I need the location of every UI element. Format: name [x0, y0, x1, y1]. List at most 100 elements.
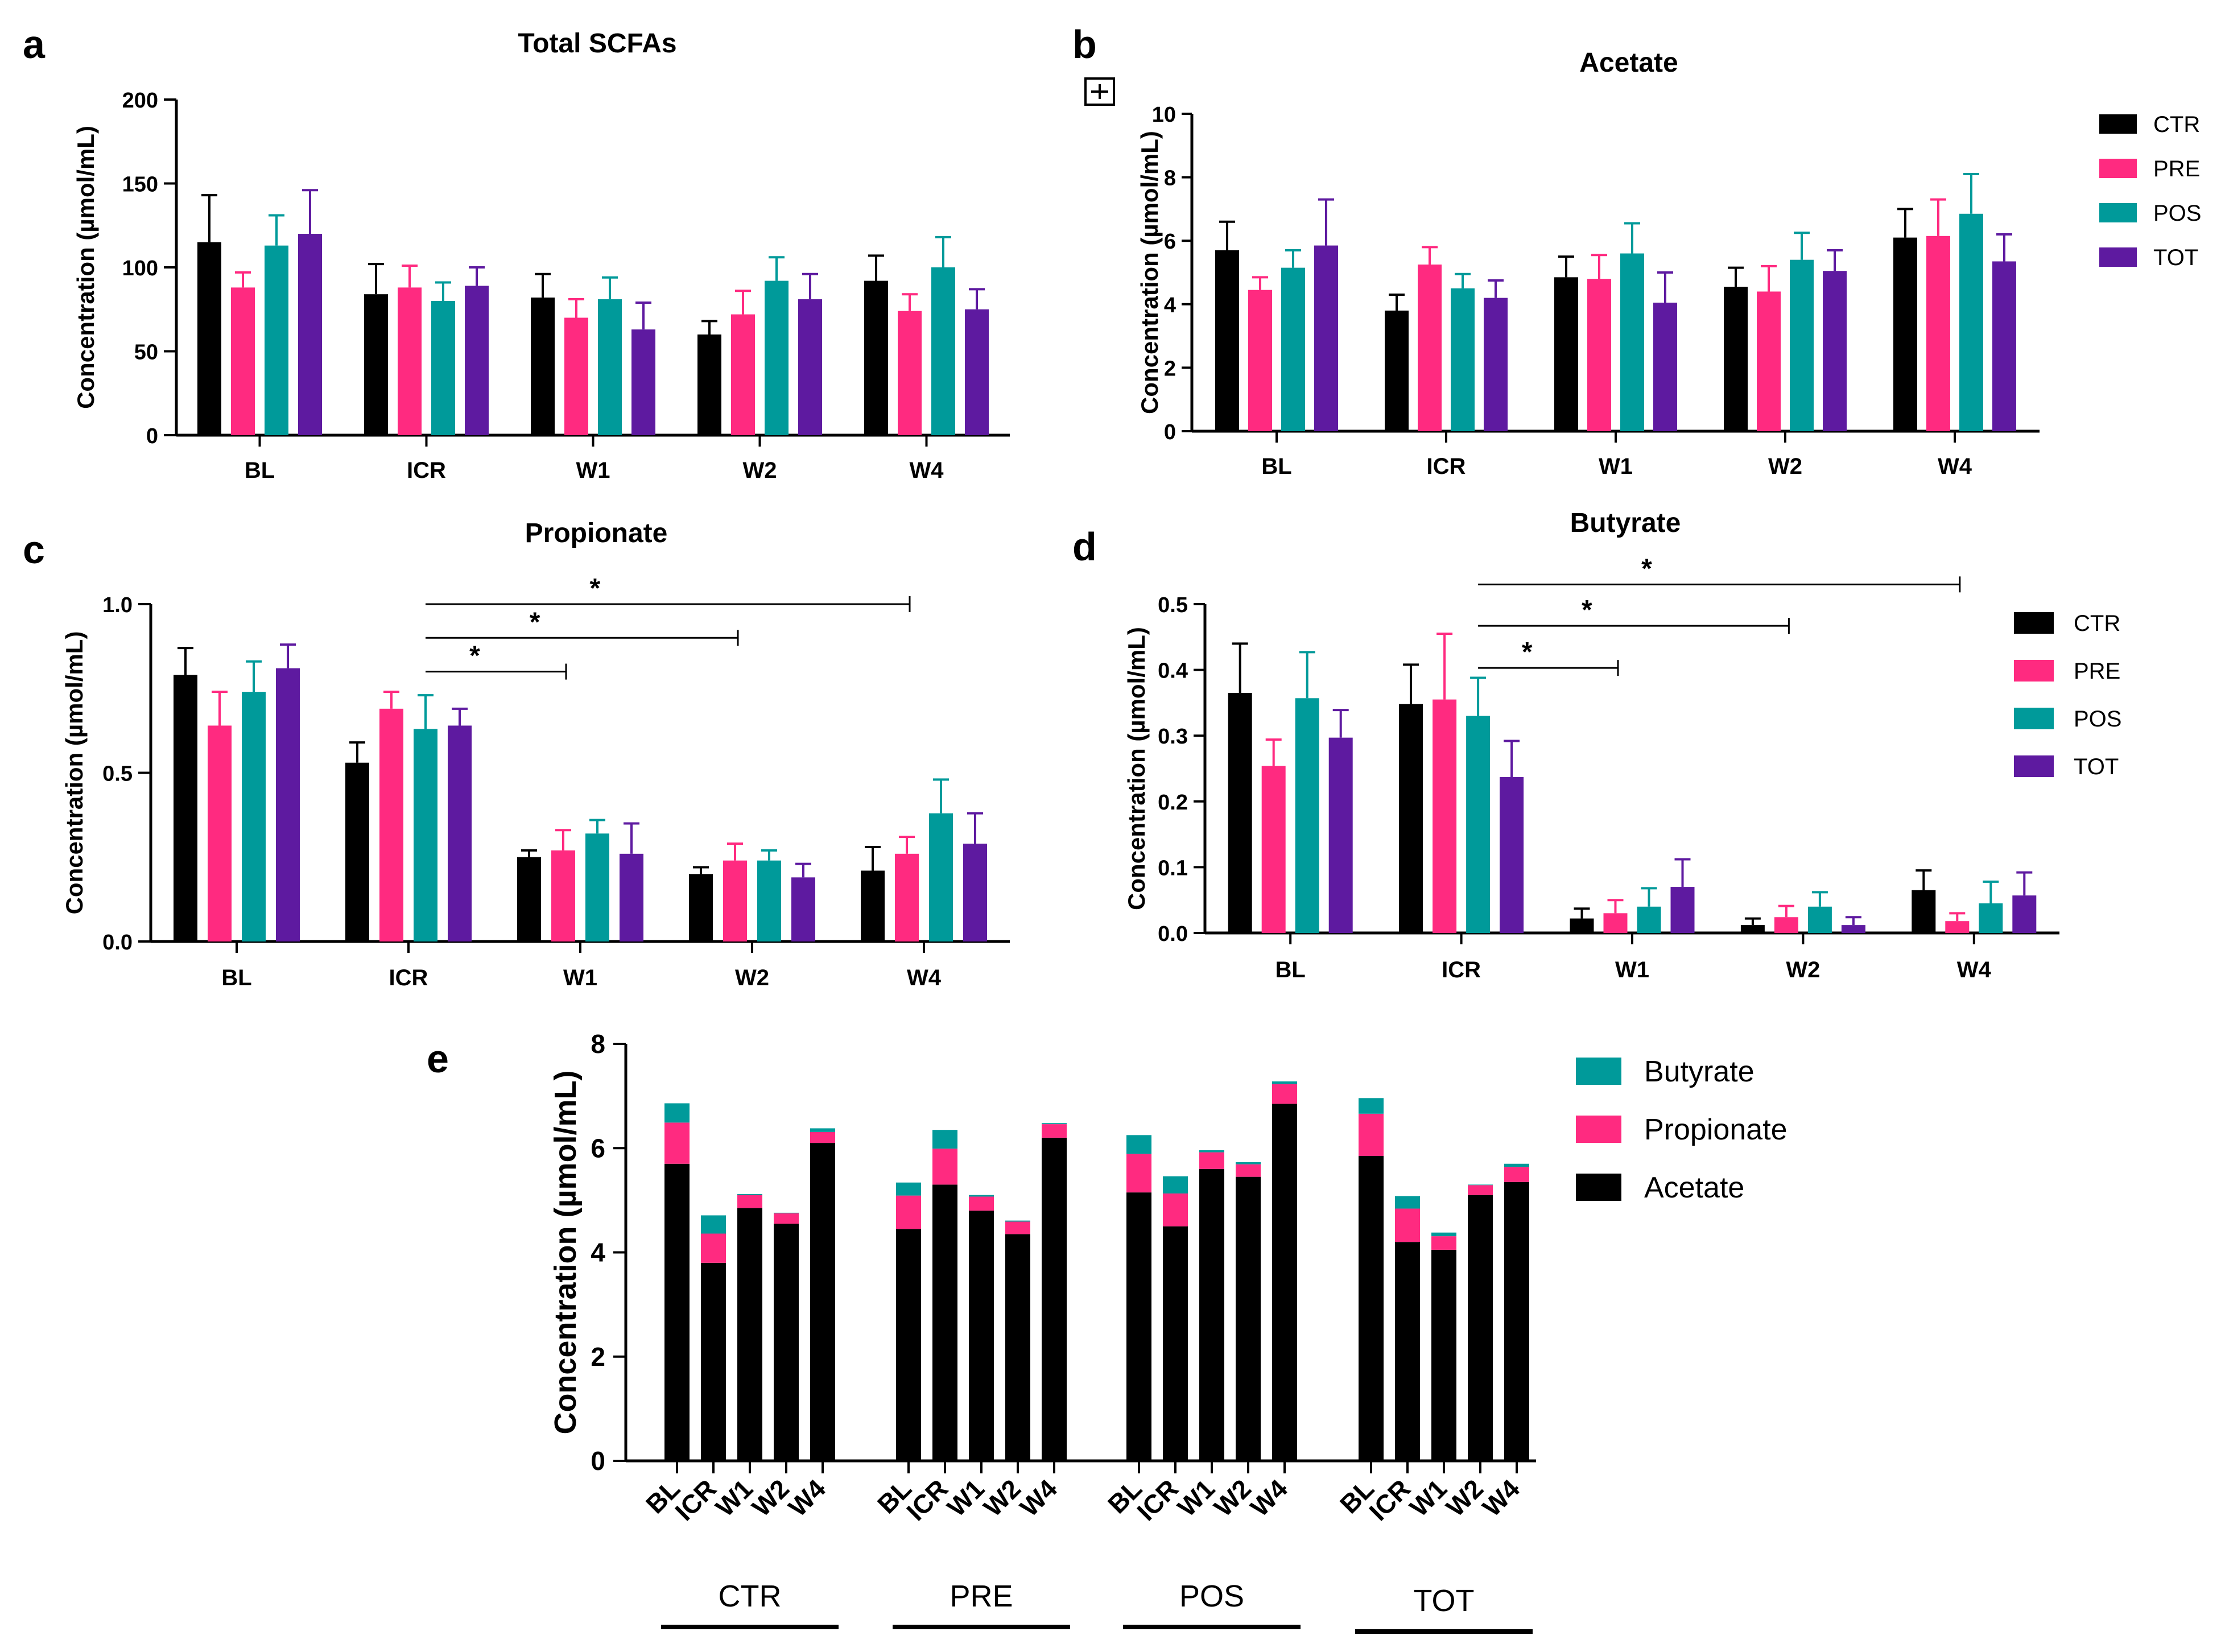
bar-ctr-w2 — [697, 334, 721, 435]
bar-ctr-icr — [345, 762, 369, 941]
stack-butyrate-ctr-w4 — [810, 1128, 835, 1132]
bar-ctr-bl — [1215, 250, 1239, 431]
x-tick-label: W1 — [1599, 454, 1633, 479]
bar-pos-icr — [1466, 716, 1491, 933]
stack-acetate-tot-w1 — [1431, 1249, 1456, 1461]
legend-swatch-pre — [2014, 660, 2054, 682]
bar-pos-w4 — [1979, 903, 2003, 933]
stack-butyrate-tot-w1 — [1431, 1232, 1456, 1237]
significance-star: * — [469, 641, 480, 671]
bar-tot-w1 — [1653, 303, 1677, 431]
bar-pos-bl — [1295, 698, 1319, 933]
stack-butyrate-pos-w2 — [1236, 1162, 1261, 1164]
stack-butyrate-pre-w2 — [1005, 1220, 1030, 1222]
legend-swatch-ctr — [2014, 612, 2054, 634]
bar-pos-w4 — [931, 267, 955, 435]
bar-tot-bl — [276, 668, 300, 941]
stack-propionate-tot-w2 — [1468, 1185, 1493, 1195]
y-tick-label: 8 — [1164, 167, 1176, 191]
x-tick-label: W4 — [1938, 454, 1972, 479]
stack-acetate-ctr-bl — [664, 1163, 690, 1461]
bar-ctr-w1 — [1554, 277, 1578, 431]
x-tick-label: W4 — [1477, 1473, 1526, 1522]
y-tick-label: 1.0 — [102, 593, 133, 617]
stack-propionate-pre-w4 — [1042, 1124, 1067, 1138]
stack-butyrate-tot-w4 — [1504, 1163, 1529, 1167]
y-tick-label: 10 — [1152, 103, 1176, 127]
stack-acetate-tot-w2 — [1468, 1195, 1493, 1461]
x-tick-label: ICR — [1442, 957, 1481, 982]
bar-tot-bl — [298, 234, 322, 435]
bar-pre-w4 — [898, 311, 922, 435]
bar-ctr-w1 — [517, 857, 541, 941]
stack-propionate-pre-w2 — [1005, 1221, 1030, 1234]
group-label-pre: PRE — [950, 1579, 1013, 1613]
y-tick-label: 0.2 — [1158, 791, 1188, 815]
legend-swatch-ctr — [2099, 114, 2137, 134]
x-tick-label: BL — [221, 965, 251, 990]
bar-tot-w4 — [1992, 261, 2016, 431]
bar-ctr-w4 — [861, 870, 885, 941]
bar-ctr-bl — [174, 675, 197, 941]
bar-pre-w1 — [564, 317, 588, 435]
bar-pos-w2 — [1790, 259, 1814, 431]
stack-propionate-pre-w1 — [969, 1196, 994, 1211]
x-tick-label: ICR — [389, 965, 428, 990]
stack-acetate-pre-icr — [932, 1184, 957, 1461]
stack-propionate-pre-bl — [896, 1195, 921, 1229]
x-tick-label: W2 — [1768, 454, 1802, 479]
y-tick-label: 0.3 — [1158, 725, 1188, 749]
panel-letter-c: c — [23, 527, 45, 572]
stack-butyrate-pre-icr — [932, 1130, 957, 1149]
stack-acetate-pos-w1 — [1199, 1168, 1224, 1461]
x-tick-label: W1 — [563, 965, 597, 990]
stack-acetate-pre-bl — [896, 1229, 921, 1461]
bar-pre-icr — [1433, 699, 1457, 933]
y-tick-label: 2 — [591, 1342, 605, 1372]
x-tick-label: BL — [1261, 454, 1291, 479]
y-tick-label: 8 — [591, 1029, 605, 1059]
bar-pos-icr — [414, 729, 437, 941]
y-tick-label: 2 — [1164, 357, 1176, 381]
legend-swatch-pos — [2014, 708, 2054, 729]
expand-icon[interactable] — [1084, 77, 1115, 106]
stack-propionate-ctr-w4 — [810, 1131, 835, 1143]
bar-tot-w1 — [1670, 887, 1695, 933]
x-tick-label: W1 — [1615, 957, 1649, 982]
y-tick-label: 100 — [122, 257, 158, 280]
y-tick-label: 0 — [591, 1446, 605, 1476]
x-tick-label: W4 — [910, 458, 944, 483]
group-label-ctr: CTR — [719, 1579, 782, 1613]
stack-butyrate-ctr-w1 — [737, 1193, 762, 1195]
bar-pos-w1 — [1620, 253, 1644, 431]
y-tick-label: 0 — [146, 424, 158, 448]
group-label-tot: TOT — [1414, 1584, 1475, 1618]
bar-tot-w2 — [798, 299, 822, 435]
stack-propionate-pos-w4 — [1272, 1084, 1297, 1104]
y-tick-label: 150 — [122, 173, 158, 197]
y-tick-label: 0.5 — [1158, 593, 1188, 617]
stack-acetate-pos-icr — [1163, 1226, 1188, 1461]
y-axis-label: Concentration (µmol/mL) — [1136, 131, 1163, 414]
bar-pos-w4 — [1959, 213, 1983, 431]
y-axis-label: Concentration (µmol/mL) — [548, 1070, 583, 1434]
x-tick-label: W4 — [1014, 1473, 1063, 1522]
bar-ctr-w2 — [1740, 925, 1765, 933]
bar-ctr-icr — [1385, 310, 1409, 431]
significance-star: * — [1522, 637, 1533, 667]
stack-propionate-pre-icr — [932, 1149, 957, 1185]
stack-propionate-pos-w2 — [1236, 1164, 1261, 1177]
bar-ctr-bl — [1228, 693, 1252, 933]
x-tick-label: W4 — [907, 965, 942, 990]
bar-pre-bl — [1261, 766, 1286, 933]
bar-pos-w2 — [765, 280, 789, 435]
bar-pos-bl — [265, 245, 288, 435]
legend-label-pre: PRE — [2153, 156, 2200, 181]
bar-pre-w4 — [895, 853, 919, 941]
bar-pre-w1 — [1587, 279, 1611, 431]
y-axis-label: Concentration (µmol/mL) — [72, 126, 99, 409]
stack-propionate-ctr-w2 — [774, 1213, 799, 1224]
y-tick-label: 0.5 — [102, 762, 133, 786]
legend-label-ctr: CTR — [2153, 112, 2200, 137]
